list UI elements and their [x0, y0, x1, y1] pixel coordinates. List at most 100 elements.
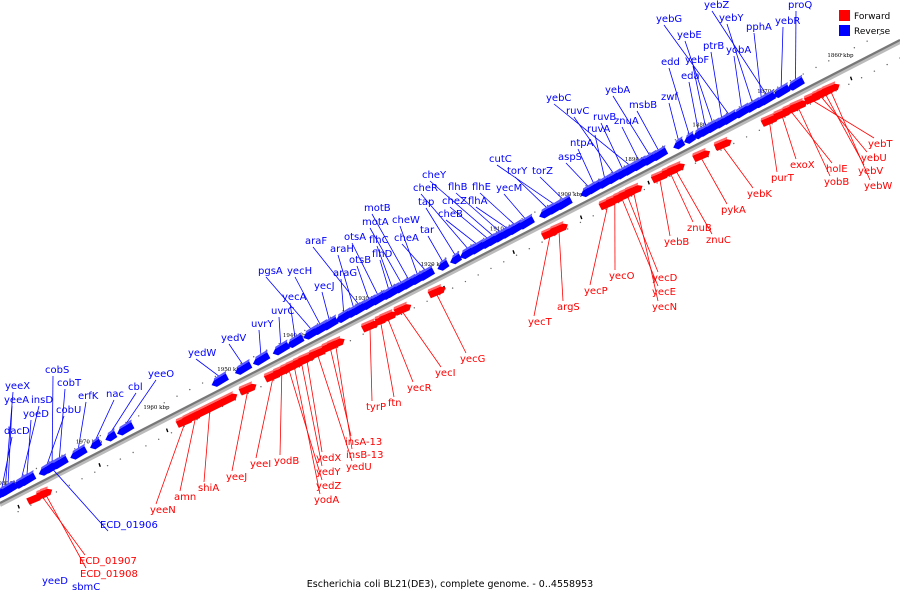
gene-label-dacd: dacD — [4, 426, 30, 437]
tick-mark-1860 — [849, 76, 853, 81]
gene-arrow-top-yeeo — [119, 419, 132, 430]
gene-arrow-uvrc — [272, 341, 291, 356]
leader-edd — [668, 67, 690, 136]
legend-reverse-swatch — [839, 25, 850, 36]
leader-chew — [399, 225, 418, 275]
gene-arrow-top-pgsa — [305, 323, 318, 334]
minor-dot — [585, 185, 587, 187]
leader-yedv — [228, 343, 244, 365]
gene-arrow-ecd-01906 — [43, 462, 56, 474]
minor-dot — [68, 484, 70, 487]
gene-chea — [417, 264, 436, 281]
gene-label-ruva: ruvA — [587, 124, 610, 135]
leader-amn — [179, 418, 196, 492]
gene-msbb — [650, 144, 669, 161]
minor-dot — [669, 175, 671, 178]
gene-arrow-top-znuc — [667, 160, 681, 169]
legend: Forward Reverse — [839, 10, 891, 37]
minor-dot — [840, 53, 843, 56]
minor-dot — [566, 228, 569, 230]
leader-arag — [340, 278, 345, 313]
leader-yect — [533, 235, 551, 317]
gene-label-flha: flhA — [468, 196, 488, 207]
gene-arrow-top-yoba — [735, 102, 749, 113]
gene-label-purt: purT — [771, 173, 795, 184]
gene-arrow-top-yecg — [427, 284, 441, 293]
gene-label-znuc: znuC — [706, 235, 731, 246]
gene-arrow-top-yecm — [519, 213, 533, 224]
gene-label-cbl: cbl — [128, 382, 143, 393]
minor-dot — [35, 467, 38, 470]
minor-dot — [503, 261, 505, 263]
gene-erfk — [70, 443, 88, 460]
gene-label-chey: cheY — [422, 170, 447, 181]
gene-yebr — [773, 82, 791, 98]
gene-arrow-top-ecd-01908 — [39, 486, 48, 492]
leader-flhd — [379, 259, 390, 290]
gene-label-yebw: yebW — [864, 181, 892, 192]
gene-yebz — [758, 89, 777, 106]
leader-yebr — [780, 26, 784, 88]
leader-ecd-01907 — [42, 496, 86, 556]
gene-arrow-znuc — [667, 163, 685, 176]
gene-label-yeby: yebY — [719, 13, 744, 24]
leader-pgsa — [265, 276, 312, 330]
leader-yecn — [633, 192, 659, 302]
minor-dot — [656, 182, 658, 184]
gene-label-yeej: yeeJ — [226, 472, 247, 483]
gene-arrow-top-torz — [557, 194, 570, 204]
gene-arrow-top-cbl — [107, 428, 115, 436]
minor-dot — [400, 313, 403, 316]
gene-tar — [437, 257, 450, 271]
leader-cobu — [46, 415, 65, 466]
gene-label-sbmc: sbmC — [72, 582, 100, 593]
gene-arrow-top-yeea — [2, 479, 15, 490]
gene-arrow-top-motb — [402, 273, 416, 284]
gene-arrow-top-tyrp — [361, 318, 375, 327]
minor-dot — [879, 33, 881, 36]
gene-arrow-top-yebk — [713, 136, 728, 145]
gene-label-asps: aspS — [558, 152, 582, 163]
tick-label-1860: 1860 kbp — [827, 53, 854, 59]
gene-label-yoda: yodA — [314, 495, 339, 506]
leader-uvry — [258, 329, 262, 356]
leader-yedw — [195, 358, 220, 377]
leader-yecr — [387, 318, 414, 383]
minor-dot — [170, 432, 173, 434]
gene-insb-13 — [326, 335, 345, 351]
minor-dot — [252, 356, 255, 358]
leader-yedy — [301, 363, 323, 467]
leader-yecm — [503, 193, 526, 220]
gene-label-yech: yecH — [287, 266, 312, 277]
gene-arrow-top-nac — [92, 436, 100, 444]
minor-dot — [477, 274, 479, 276]
gene-label-arah: araH — [330, 244, 354, 255]
leader-tap — [425, 207, 456, 256]
gene-arrow-tyrp — [361, 320, 379, 333]
leader-yebc — [553, 103, 631, 166]
gene-label-tory: torY — [507, 166, 528, 177]
gene-label-yebz: yebZ — [704, 0, 729, 11]
gene-arrow-top-chey — [487, 230, 500, 240]
minor-dot — [515, 254, 518, 256]
minor-dot — [214, 375, 217, 378]
gene-arrow-yebr — [773, 84, 791, 98]
gene-label-yect: yecT — [528, 317, 553, 328]
minor-dot — [189, 388, 191, 391]
minor-dot — [546, 204, 549, 207]
leader-ntpa — [577, 148, 595, 185]
gene-arrow-uvry — [252, 352, 271, 366]
gene-label-cobt: cobT — [57, 378, 82, 389]
leader-yedu — [317, 355, 353, 462]
tick-label-1920: 1920 kbp — [421, 262, 448, 268]
leader-yeci — [402, 311, 442, 368]
gene-label-flhb: flhB — [448, 182, 468, 193]
tick-label-1900: 1900 kbp — [557, 192, 584, 198]
leader-yeej — [231, 391, 248, 472]
gene-label-zwf: zwf — [661, 92, 678, 103]
leader-yeba — [612, 95, 651, 156]
minor-dot — [528, 247, 531, 250]
gene-cbl — [105, 428, 118, 442]
legend-forward-swatch — [839, 10, 850, 21]
leader-yebf — [692, 65, 706, 127]
